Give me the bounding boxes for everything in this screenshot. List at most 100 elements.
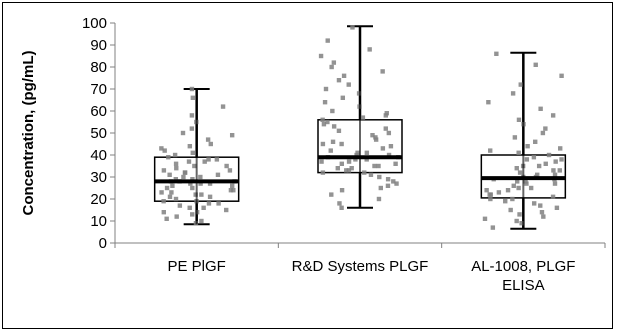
data-point bbox=[386, 152, 392, 158]
data-point bbox=[503, 199, 508, 204]
data-point bbox=[519, 221, 524, 226]
data-point bbox=[510, 91, 516, 96]
data-point bbox=[378, 185, 383, 191]
data-point bbox=[385, 177, 391, 182]
data-point bbox=[394, 181, 399, 186]
data-point bbox=[170, 183, 175, 188]
data-point bbox=[554, 205, 560, 210]
data-point bbox=[550, 113, 556, 118]
data-point bbox=[512, 135, 518, 140]
data-point bbox=[482, 216, 488, 221]
data-point bbox=[373, 135, 378, 140]
data-point bbox=[346, 168, 352, 173]
data-point bbox=[215, 172, 221, 177]
data-point bbox=[173, 196, 179, 202]
data-point bbox=[350, 25, 355, 30]
data-point bbox=[167, 194, 173, 199]
y-tick-label: 0 bbox=[99, 235, 107, 252]
data-point bbox=[173, 177, 179, 182]
y-tick-label: 70 bbox=[90, 81, 107, 98]
data-point bbox=[349, 166, 354, 171]
data-point bbox=[546, 152, 552, 158]
data-point bbox=[325, 119, 330, 125]
data-point bbox=[380, 69, 385, 74]
data-point bbox=[376, 163, 381, 169]
data-point bbox=[516, 185, 521, 191]
data-point bbox=[230, 183, 235, 188]
data-point bbox=[376, 196, 382, 202]
data-point bbox=[320, 170, 326, 175]
data-point bbox=[186, 159, 192, 164]
data-point bbox=[331, 124, 337, 129]
data-point bbox=[339, 188, 345, 193]
data-point bbox=[169, 190, 174, 195]
data-point bbox=[486, 100, 491, 105]
data-point bbox=[364, 157, 369, 162]
data-point bbox=[523, 179, 528, 184]
data-point bbox=[538, 106, 543, 111]
data-point bbox=[161, 199, 166, 204]
data-point bbox=[161, 168, 167, 173]
data-point bbox=[385, 183, 391, 188]
data-point bbox=[484, 188, 489, 193]
data-point bbox=[208, 141, 213, 147]
data-point bbox=[388, 144, 394, 149]
data-point bbox=[159, 190, 164, 195]
data-point bbox=[174, 214, 179, 219]
data-point bbox=[533, 62, 538, 67]
data-point bbox=[164, 185, 170, 191]
data-point bbox=[182, 170, 188, 175]
data-point bbox=[162, 148, 167, 153]
data-point bbox=[331, 60, 337, 65]
data-point bbox=[557, 168, 562, 173]
data-point bbox=[190, 150, 195, 155]
data-point bbox=[516, 117, 522, 122]
data-point bbox=[386, 130, 392, 136]
data-point bbox=[490, 225, 496, 230]
data-point bbox=[511, 183, 516, 188]
data-point bbox=[336, 78, 342, 83]
data-point bbox=[198, 181, 203, 186]
data-point bbox=[166, 155, 171, 160]
data-point bbox=[344, 168, 349, 173]
data-point bbox=[329, 192, 334, 197]
data-point bbox=[336, 128, 342, 133]
data-point bbox=[393, 161, 398, 166]
data-point bbox=[533, 139, 538, 144]
data-point bbox=[231, 188, 236, 193]
data-point bbox=[205, 137, 211, 142]
data-point bbox=[172, 152, 178, 158]
data-point bbox=[377, 174, 382, 180]
data-point bbox=[370, 133, 375, 138]
data-point bbox=[198, 174, 203, 180]
data-point bbox=[540, 130, 546, 136]
data-point bbox=[380, 146, 386, 151]
data-point bbox=[367, 47, 372, 52]
data-point bbox=[551, 168, 556, 173]
category-label: ELISA bbox=[502, 277, 545, 294]
data-point bbox=[224, 163, 229, 169]
data-point bbox=[535, 172, 540, 177]
data-point bbox=[318, 53, 324, 59]
data-point bbox=[321, 122, 327, 127]
data-point bbox=[539, 210, 545, 215]
y-tick-label: 90 bbox=[90, 37, 107, 54]
data-point bbox=[488, 148, 493, 153]
data-point bbox=[543, 126, 548, 131]
data-point bbox=[319, 159, 324, 164]
data-point bbox=[188, 181, 193, 186]
data-point bbox=[559, 73, 564, 78]
data-point bbox=[391, 179, 396, 184]
data-point bbox=[206, 201, 212, 206]
chart-frame: 0 10 20 30 40 50 60 70 80 90 100 Concentration, (pg… bbox=[2, 2, 613, 329]
data-point bbox=[517, 170, 523, 175]
data-point bbox=[325, 38, 330, 43]
data-point bbox=[552, 172, 558, 177]
data-point bbox=[364, 150, 370, 155]
y-tick-label: 80 bbox=[90, 59, 107, 76]
data-point bbox=[207, 181, 213, 186]
data-point bbox=[161, 210, 166, 215]
data-point bbox=[187, 144, 193, 149]
data-point bbox=[201, 205, 206, 210]
data-point bbox=[487, 192, 492, 197]
